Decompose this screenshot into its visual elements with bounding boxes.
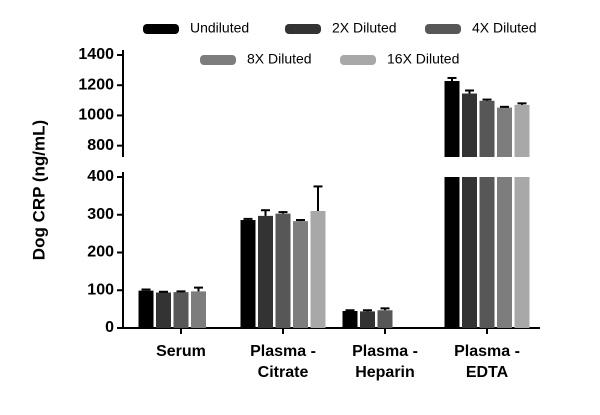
bar [342,311,358,328]
legend-label: 16X Diluted [387,51,459,67]
y-tick-label: 800 [87,137,114,154]
bar-upper [444,80,460,157]
bar [497,177,512,328]
y-axis-label: Dog CRP (ng/mL) [29,120,48,260]
bar [310,210,326,328]
legend-label: 4X Diluted [472,20,537,36]
bar [275,213,291,328]
x-tick-label: Plasma -Heparin [352,343,418,381]
y-tick-label: 400 [87,168,114,185]
legend-swatch [200,55,236,65]
legend-label: 2X Diluted [332,20,397,36]
x-tick-label: Plasma -Citrate [250,343,316,381]
x-tick-label: Serum [156,343,206,360]
bar [293,221,308,328]
y-tick-label: 300 [87,206,114,223]
bar [444,177,460,328]
legend-swatch [425,24,461,34]
bar [258,215,273,328]
legend-swatch [143,24,179,34]
y-tick-label: 100 [87,281,114,298]
y-tick-label: 0 [105,319,114,336]
y-tick-label: 1400 [78,46,114,63]
y-tick-label: 1000 [78,107,114,124]
legend-label: Undiluted [190,20,249,36]
x-tick-label: Plasma -EDTA [454,343,520,381]
y-tick-label: 1200 [78,76,114,93]
bar [138,290,154,328]
bar [514,177,530,328]
bar-upper [514,104,530,157]
bar-upper [497,107,512,157]
bar [173,292,189,328]
bar [156,292,171,328]
bar [377,310,393,328]
legend-label: 8X Diluted [247,51,312,67]
bar [240,220,256,328]
bar [462,177,477,328]
bar-upper [462,93,477,157]
bar [360,311,375,328]
y-tick-label: 200 [87,244,114,261]
legend-swatch [340,55,376,65]
bar [191,291,206,328]
bar [479,177,495,328]
bar-upper [479,100,495,157]
legend-swatch [285,24,321,34]
